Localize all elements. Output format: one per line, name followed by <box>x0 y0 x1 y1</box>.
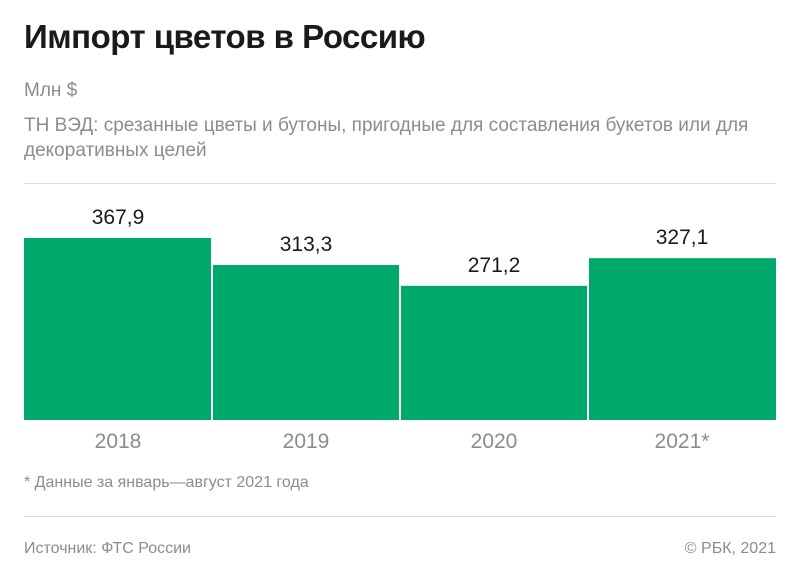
copyright-note: © РБК, 2021 <box>684 540 776 557</box>
footnote: * Данные за январь—август 2021 года <box>24 474 309 491</box>
bar-chart: 367,9 2018 313,3 2019 271,2 2020 327,1 2021* <box>24 206 776 453</box>
bottom-divider <box>24 516 776 517</box>
source-note: Источник: ФТС России <box>24 540 191 557</box>
category-label: 2020 <box>471 430 518 453</box>
value-label: 271,2 <box>468 254 521 277</box>
chart-subtitle: ТН ВЭД: срезанные цветы и бутоны, пригод… <box>24 115 749 161</box>
value-label: 327,1 <box>656 226 709 249</box>
value-label: 367,9 <box>92 206 145 229</box>
chart-title: Импорт цветов в Россию <box>24 18 426 55</box>
bar-2020 <box>401 285 587 420</box>
bar-2019 <box>213 265 399 420</box>
top-divider <box>24 183 776 184</box>
category-label: 2021* <box>655 430 710 453</box>
value-label: 313,3 <box>280 233 333 256</box>
category-label: 2019 <box>283 430 330 453</box>
bar-2018 <box>24 238 211 420</box>
bar-2021* <box>589 258 776 420</box>
unit-label: Млн $ <box>24 80 78 101</box>
category-label: 2018 <box>95 430 142 453</box>
